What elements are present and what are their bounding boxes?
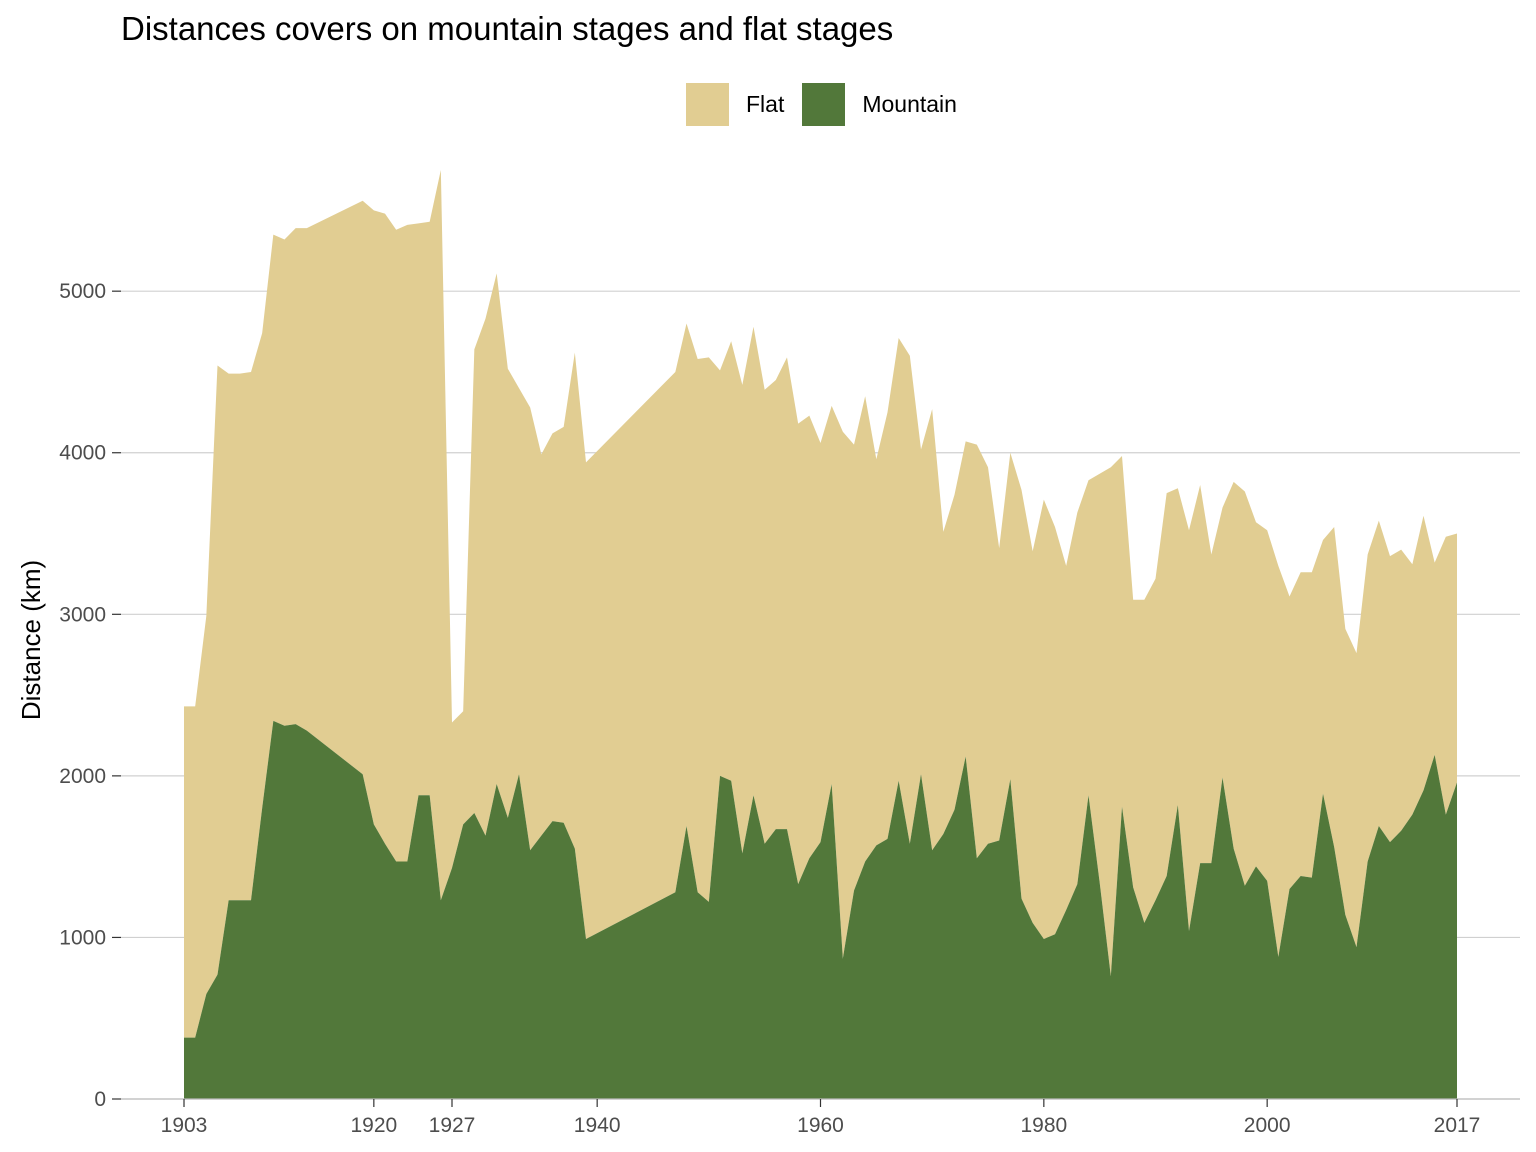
x-tick-label-1980: 1980 (1020, 1114, 1067, 1137)
x-tick-label-1927: 1927 (429, 1114, 476, 1137)
legend-item-mountain: Mountain (802, 82, 957, 126)
x-tick-label-2000: 2000 (1244, 1114, 1291, 1137)
y-tick-label-1000: 1000 (59, 926, 106, 949)
y-tick-label-2000: 2000 (59, 765, 106, 788)
y-tick-label-4000: 4000 (59, 442, 106, 465)
area-mountain (184, 720, 1457, 1099)
x-tick-label-2017: 2017 (1434, 1114, 1481, 1137)
y-tick-label-0: 0 (94, 1088, 106, 1111)
area-flat (184, 170, 1457, 1038)
chart-title: Distances covers on mountain stages and … (121, 10, 894, 47)
areas (184, 170, 1457, 1099)
x-tick-label-1940: 1940 (574, 1114, 621, 1137)
y-tick-label-5000: 5000 (59, 280, 106, 303)
legend-item-flat: Flat (686, 82, 785, 126)
legend-label-mountain: Mountain (862, 90, 957, 117)
x-tick-label-1920: 1920 (350, 1114, 397, 1137)
x-tick-label-1903: 1903 (161, 1114, 208, 1137)
legend-swatch-mountain (802, 82, 846, 126)
x-tick-label-1960: 1960 (797, 1114, 844, 1137)
axes: 0 1000 2000 3000 4000 5000 1903 1920 1927 1940 196… (59, 280, 1520, 1137)
y-axis-title: Distance (km) (16, 560, 46, 720)
legend: Flat Mountain (686, 82, 975, 126)
y-tick-label-3000: 3000 (59, 603, 106, 626)
legend-label-flat: Flat (746, 90, 785, 117)
legend-swatch-flat (686, 82, 729, 126)
